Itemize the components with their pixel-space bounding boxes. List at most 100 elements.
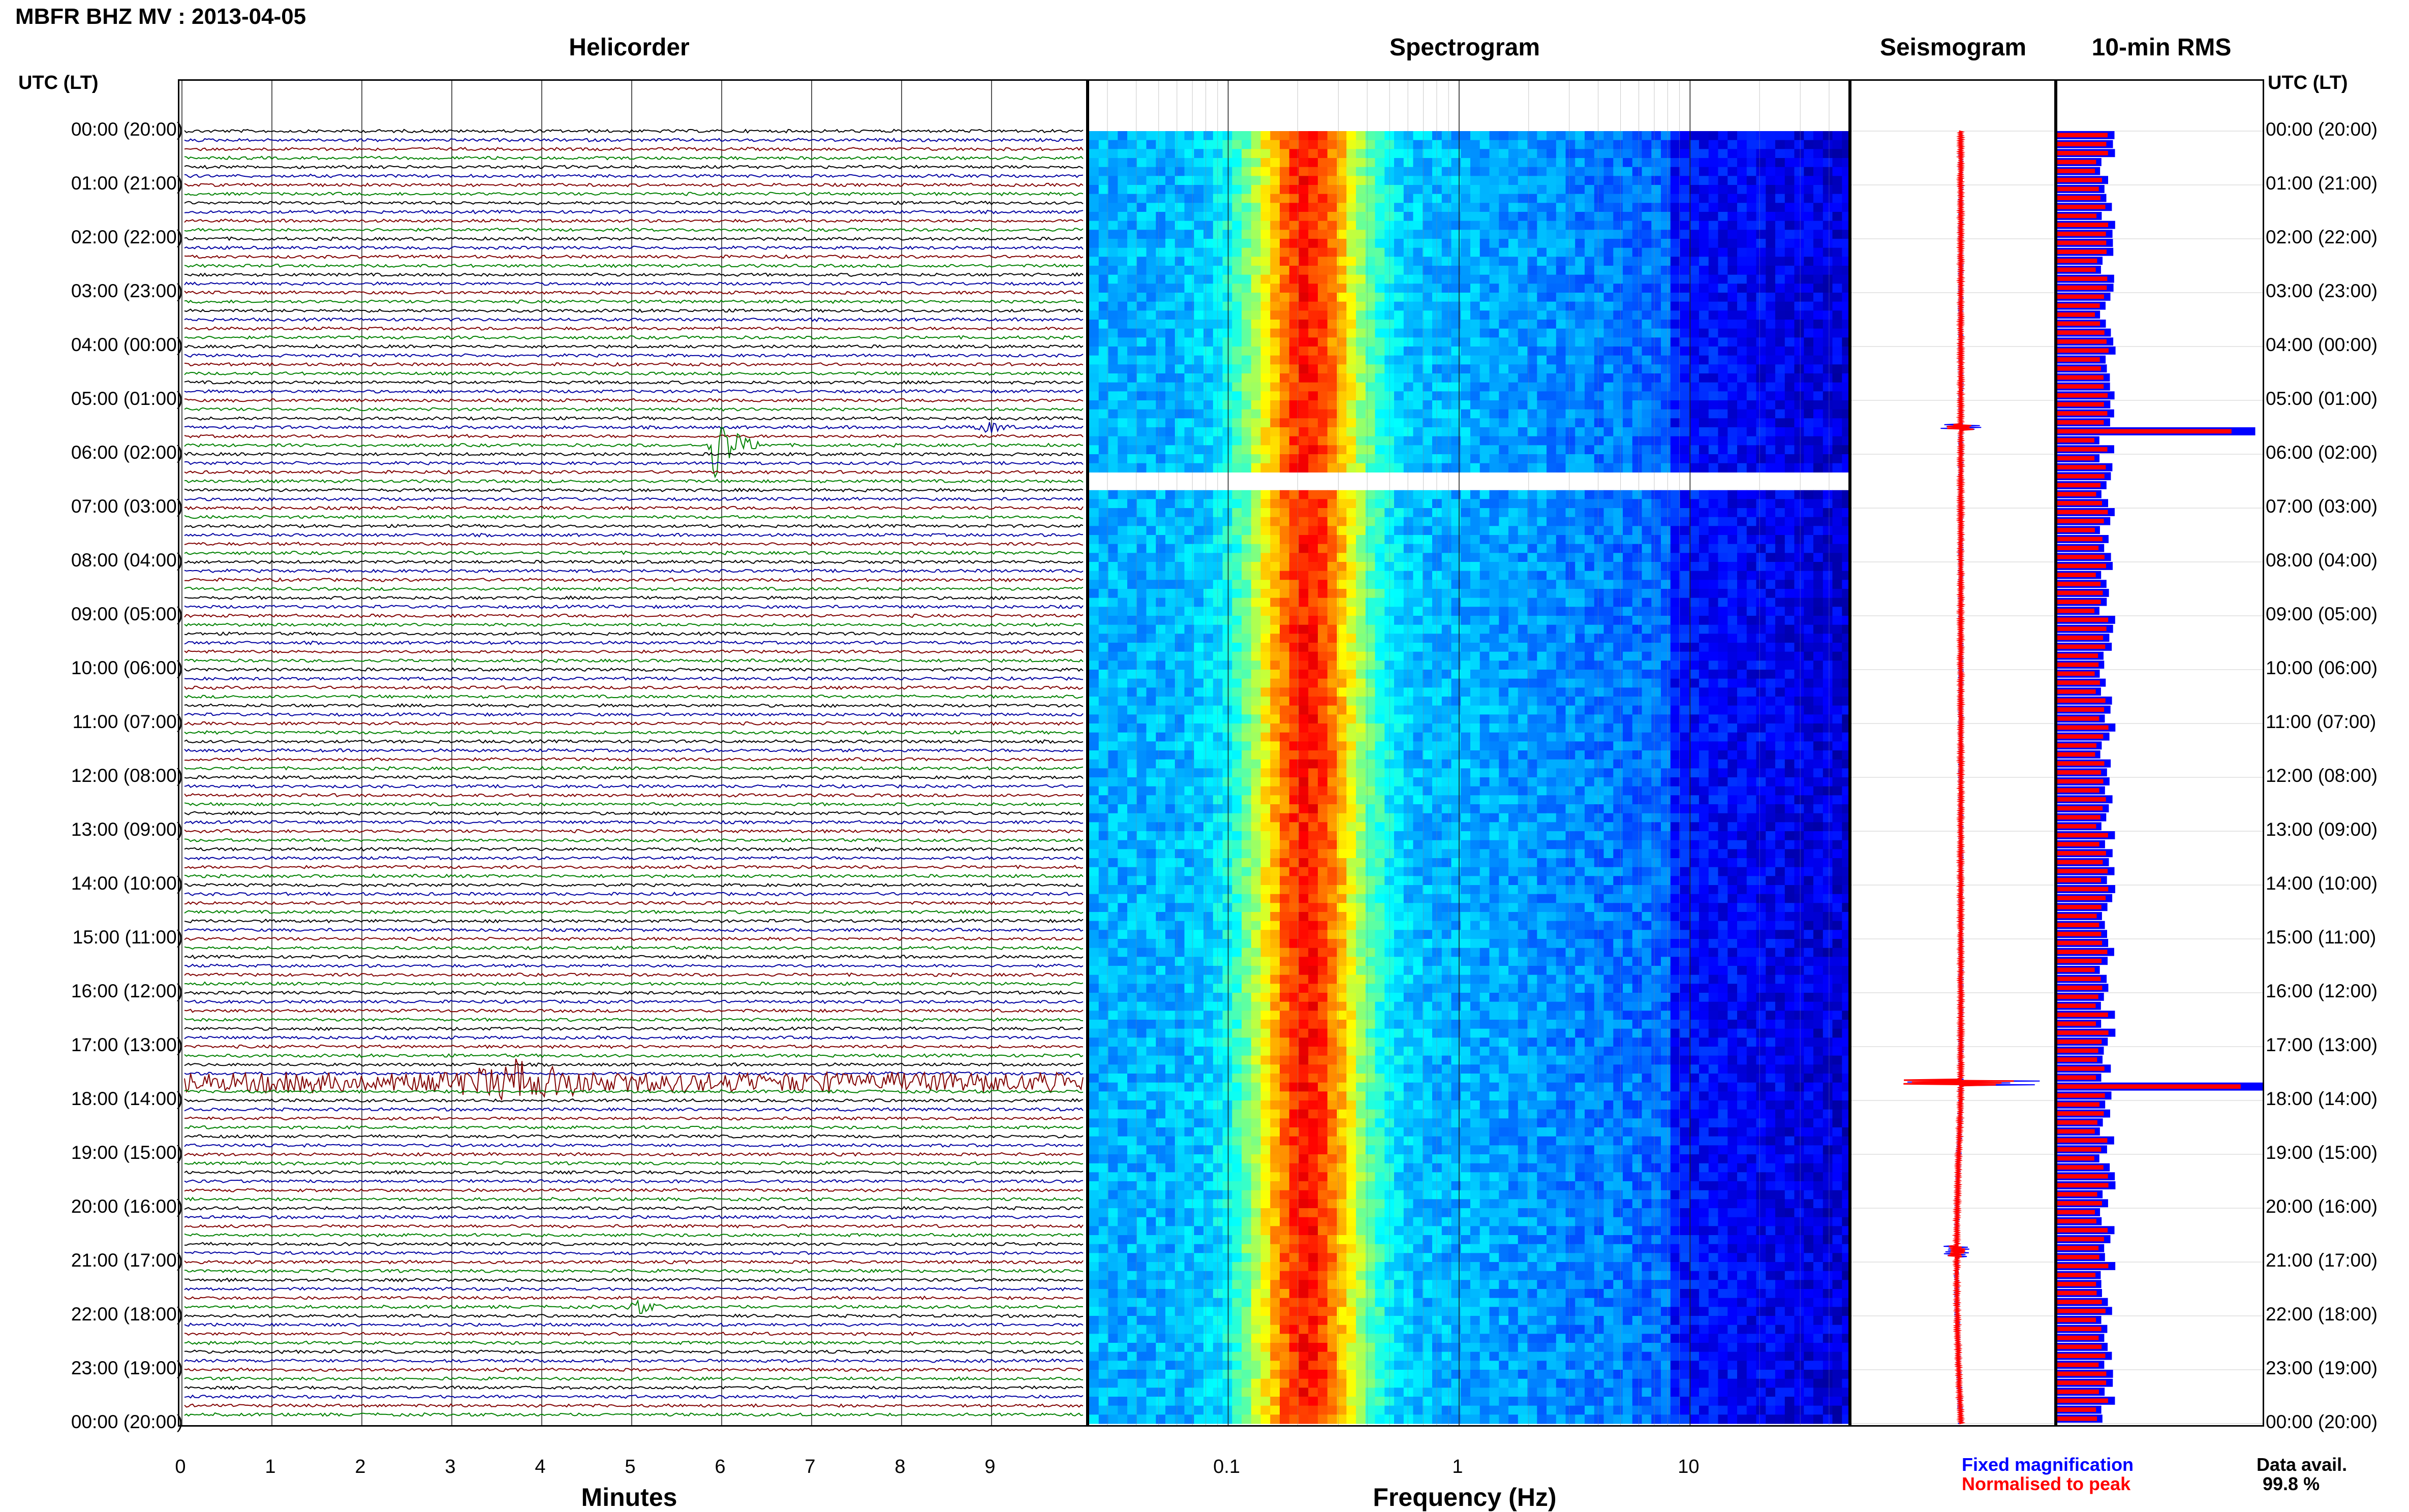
heli-xtick-4: 4 [535,1456,545,1478]
heli-trace-134 [184,1332,1083,1336]
heli-trace-141 [184,1395,1083,1399]
heli-trace-129 [184,1287,1083,1291]
heli-trace-70 [184,758,1083,761]
heli-trace-133 [184,1323,1083,1327]
rms-bar-normalised-76 [2057,815,2101,820]
rms-bar-normalised-4 [2057,169,2095,173]
rms-bar-normalised-96 [2057,995,2098,999]
rms-bar-normalised-11 [2057,232,2106,236]
rms-bar-normalised-119 [2057,1201,2102,1206]
rms-bar-normalised-92 [2057,959,2102,963]
rms-bar-normalised-101 [2057,1040,2102,1044]
time-label-right-13: 13:00 (09:00) [2266,819,2377,840]
heli-xtick-8: 8 [894,1456,905,1478]
rms-bar-normalised-49 [2057,573,2096,577]
rms-bar-normalised-14 [2057,259,2097,263]
rms-bar-normalised-118 [2057,1192,2097,1196]
heli-trace-35 [184,427,1083,477]
seismogram-panel [1850,79,2056,1427]
rms-bar-normalised-3 [2057,160,2096,165]
rms-bar-normalised-88 [2057,923,2099,927]
rms-bar-normalised-15 [2057,268,2096,272]
rms-bar-normalised-39 [2057,483,2101,488]
heli-trace-28 [184,381,1083,385]
heli-trace-37 [184,462,1083,465]
heli-trace-55 [184,623,1083,627]
rms-bar-normalised-57 [2057,645,2105,649]
rms-bar-normalised-19 [2057,303,2100,308]
rms-bar-normalised-121 [2057,1219,2096,1223]
rms-bar-normalised-17 [2057,286,2107,290]
heli-trace-64 [184,704,1083,708]
rms-bar-normalised-23 [2057,339,2107,344]
heli-trace-26 [184,363,1083,366]
time-label-right-21: 21:00 (17:00) [2266,1250,2377,1271]
heli-trace-40 [184,489,1083,492]
heli-trace-120 [184,1207,1083,1210]
heli-trace-46 [184,542,1083,545]
rms-bar-normalised-131 [2057,1309,2106,1313]
heli-trace-100 [184,1027,1083,1030]
rms-bar-normalised-74 [2057,797,2106,802]
rms-bar-normalised-37 [2057,465,2106,469]
rms-bar-normalised-65 [2057,716,2099,721]
rms-bar-normalised-108 [2057,1102,2099,1107]
rms-bar-normalised-26 [2057,366,2101,371]
rms-bar-normalised-52 [2057,600,2101,604]
rms-bar-normalised-99 [2057,1022,2096,1026]
rms-bar-normalised-64 [2057,707,2104,712]
heli-trace-39 [184,480,1083,483]
time-label-right-23: 23:00 (19:00) [2266,1358,2377,1379]
heli-trace-54 [184,614,1083,617]
heli-trace-128 [184,1278,1083,1281]
heli-trace-135 [184,1341,1083,1345]
rms-bar-normalised-20 [2057,312,2095,317]
heli-trace-33 [184,422,1083,433]
heli-trace-92 [184,955,1083,959]
heli-xtick-5: 5 [625,1456,635,1478]
rms-bar-normalised-34 [2057,438,2094,443]
heli-trace-121 [184,1215,1083,1219]
heli-trace-6 [184,183,1083,187]
heli-trace-78 [184,830,1083,833]
heli-trace-12 [184,237,1083,241]
heli-trace-41 [184,497,1083,501]
heli-trace-59 [184,659,1083,663]
time-label-left-2: 02:00 (22:00) [71,227,183,248]
rms-bar-normalised-100 [2057,1030,2109,1035]
rms-bar-normalised-85 [2057,896,2106,900]
heli-trace-131 [184,1301,1083,1313]
heli-trace-125 [184,1251,1083,1254]
heli-trace-19 [184,300,1083,303]
time-label-left-24: 00:00 (20:00) [71,1411,183,1433]
rms-bar-normalised-91 [2057,950,2107,954]
time-label-right-22: 22:00 (18:00) [2266,1304,2377,1325]
rms-bar-normalised-13 [2057,249,2107,254]
heli-trace-89 [184,928,1083,931]
rms-bar-normalised-21 [2057,322,2100,326]
time-label-left-23: 23:00 (19:00) [71,1358,183,1379]
heli-trace-11 [184,228,1083,232]
utc-label-right: UTC (LT) [2268,72,2348,94]
rms-bar-normalised-45 [2057,537,2103,542]
rms-bar-normalised-81 [2057,860,2103,865]
heli-trace-10 [184,219,1083,223]
rms-bar-normalised-59 [2057,663,2098,667]
rms-bar-normalised-16 [2057,276,2107,281]
rms-bar-normalised-94 [2057,976,2101,981]
spectrogram-xlabel: Frequency (Hz) [1373,1483,1556,1512]
rms-bar-normalised-12 [2057,241,2106,245]
rms-bar-normalised-73 [2057,788,2099,793]
heli-trace-56 [184,632,1083,636]
rms-bar-normalised-32 [2057,420,2104,425]
time-label-left-11: 11:00 (07:00) [73,711,183,733]
heli-trace-63 [184,695,1083,698]
heli-trace-81 [184,857,1083,860]
rms-bar-normalised-125 [2057,1255,2099,1259]
rms-bar-normalised-6 [2057,187,2099,192]
rms-bar-normalised-38 [2057,474,2105,479]
rms-svg [2057,81,2264,1427]
rms-bar-normalised-82 [2057,869,2108,873]
time-label-left-1: 01:00 (21:00) [71,173,183,194]
heli-trace-9 [184,210,1083,214]
